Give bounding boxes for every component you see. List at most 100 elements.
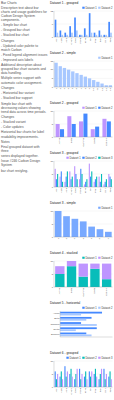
bar [105, 232, 112, 237]
bar [83, 114, 87, 137]
category-label: Elec [74, 37, 77, 42]
bar [91, 129, 95, 137]
annotation-line: - Fixed legend alignment issues [1, 53, 48, 57]
bar [67, 70, 70, 87]
category-label: Epsilon [105, 287, 108, 296]
category-label: Agri [55, 38, 58, 43]
bar [67, 261, 76, 266]
category-label: 1 [57, 237, 60, 239]
bar [60, 319, 86, 321]
annotation-line: - Simple bar chart [1, 23, 27, 27]
legend-label: Dataset 3 [101, 156, 113, 160]
category-label: Gamma [82, 137, 85, 146]
bar [103, 184, 104, 187]
annotation-line: automatic color assignment. [1, 81, 42, 85]
category-label: Auto [60, 187, 63, 193]
bar [105, 379, 106, 387]
legend-label: Dataset 1 [101, 56, 113, 60]
bar [85, 182, 86, 187]
bar [84, 184, 85, 187]
bar [55, 20, 57, 37]
bar [74, 166, 75, 187]
category-label: 6 [98, 237, 101, 239]
category-label: Food [79, 187, 82, 193]
bar [84, 77, 87, 87]
bar [79, 179, 80, 187]
bar [99, 177, 100, 187]
bar [67, 266, 76, 287]
annotation-line: Notes [1, 140, 10, 144]
category-label: 4 [67, 87, 70, 89]
bars [55, 164, 112, 187]
bar [107, 121, 111, 137]
category-label: Avia [65, 37, 68, 42]
category-label: 7 [107, 237, 110, 239]
bar [79, 75, 82, 87]
bars [60, 312, 102, 337]
bar [74, 18, 76, 38]
grid [54, 11, 113, 37]
annotation: Changes [1, 86, 15, 90]
category-label: Phar [94, 38, 97, 43]
bar [101, 369, 102, 387]
bar [60, 324, 97, 326]
bar [75, 174, 76, 187]
annotation-line: - Stacked bar chart [1, 33, 29, 37]
chart-title: Dataset 5 - horizontal [50, 301, 81, 305]
legend: Dataset 1Dataset 2 [82, 306, 113, 310]
category-label: Epsilon [105, 137, 108, 146]
category-label: Elec [74, 387, 77, 392]
annotation: Final grouped dataset withthree [1, 145, 40, 153]
grid [54, 161, 113, 187]
tick-label: 10 [50, 210, 53, 213]
bar [57, 174, 58, 187]
annotation-line: Changes [1, 39, 15, 43]
bar [108, 377, 109, 387]
legend-swatch [98, 257, 100, 259]
bar [69, 26, 71, 37]
legend: Dataset 1Dataset 2 [82, 6, 113, 10]
annotation-line: System [1, 163, 12, 167]
bar [89, 164, 90, 187]
legend-swatch [98, 157, 100, 159]
bar [95, 369, 96, 387]
category-label: Rail [99, 38, 102, 43]
category-label: Alpha [53, 312, 60, 315]
category-label: 3 [63, 87, 66, 89]
grid-line [54, 24, 113, 25]
bar [103, 369, 104, 387]
bar [62, 379, 63, 387]
annotation: Changes [1, 115, 15, 119]
axis-line [53, 361, 54, 387]
category-label: Avia [65, 187, 68, 192]
bar [106, 374, 107, 387]
annotation-line: data handling. [1, 71, 22, 75]
annotation: Horizontal bar charts for label [1, 130, 44, 134]
legend: Dataset 1 [98, 56, 113, 60]
bar [67, 116, 71, 137]
bar [56, 124, 60, 137]
bar [91, 371, 92, 387]
bar [72, 377, 73, 387]
category-label: Ship [104, 187, 107, 192]
bar [103, 35, 105, 37]
category-label: 4 [82, 237, 85, 239]
bar [60, 322, 81, 324]
bar [110, 371, 111, 387]
annotation: - Fixed legend alignment issues [1, 53, 48, 57]
legend: Dataset 1Dataset 2Dataset 3 [66, 156, 113, 160]
bar [97, 229, 104, 237]
bar [90, 264, 99, 269]
axis-line [53, 111, 54, 137]
axis-line [60, 337, 112, 338]
legend-label: Dataset 2 [101, 106, 113, 110]
grid [54, 361, 113, 387]
bar [57, 374, 58, 387]
tick-label: 6 [52, 23, 54, 26]
category-label: Food [79, 37, 82, 43]
bar [102, 264, 111, 280]
bar [60, 312, 102, 314]
category-label: Alpha [58, 137, 61, 144]
legend-label: Dataset 1 [70, 356, 82, 360]
annotation: Issue #246 Carbon DesignSystem [1, 159, 40, 167]
